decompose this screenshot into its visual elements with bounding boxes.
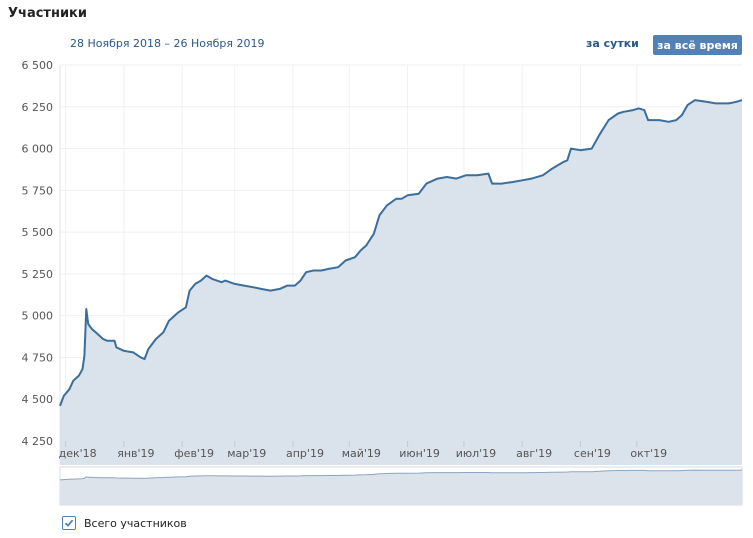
y-tick-label: 5 750: [22, 184, 54, 197]
series-line: [59, 99, 743, 407]
x-tick-label: сен'19: [574, 447, 611, 460]
x-tick-label: фев'19: [174, 447, 214, 460]
x-tick-label: июл'19: [456, 447, 496, 460]
x-tick-label: апр'19: [286, 447, 324, 460]
y-tick-label: 4 500: [22, 393, 54, 406]
navigator-line: [59, 469, 743, 481]
x-axis: дек'18 янв'19 фев'19 мар'19 апр'19 май'19 июн'…: [59, 441, 667, 460]
y-tick-label: 6 500: [22, 59, 54, 72]
x-tick-label: окт'19: [630, 447, 667, 460]
x-tick-label: дек'18: [59, 447, 97, 460]
x-tick-label: май'19: [342, 447, 381, 460]
all-time-button[interactable]: за всё время: [653, 35, 742, 55]
x-axis-band: [60, 441, 742, 465]
legend-item-total-members[interactable]: Всего участников: [62, 516, 187, 530]
check-icon: [64, 519, 74, 527]
series-area: [60, 100, 742, 441]
y-tick-label: 5 250: [22, 268, 54, 281]
range-navigator[interactable]: [59, 466, 743, 506]
y-tick-label: 5 500: [22, 226, 54, 239]
x-tick-label: мар'19: [227, 447, 266, 460]
per-day-button[interactable]: за сутки: [586, 37, 639, 50]
chart-title: Участники: [8, 6, 87, 21]
y-tick-label: 6 250: [22, 101, 54, 114]
y-tick-label: 4 750: [22, 351, 54, 364]
y-tick-label: 4 250: [22, 435, 54, 448]
y-tick-label: 5 000: [22, 310, 54, 323]
legend-label: Всего участников: [84, 516, 187, 530]
date-range: 28 Ноября 2018 – 26 Ноября 2019: [70, 37, 265, 50]
navigator-area: [60, 470, 742, 505]
x-tick-label: авг'19: [516, 447, 552, 460]
x-tick-label: июн'19: [399, 447, 440, 460]
y-axis: 4 250 4 500 4 750 5 000 5 250 5 500 5 750 6 000…: [22, 59, 54, 448]
y-tick-label: 6 000: [22, 143, 54, 156]
x-tick-label: янв'19: [117, 447, 154, 460]
legend-checkbox[interactable]: [62, 516, 76, 530]
